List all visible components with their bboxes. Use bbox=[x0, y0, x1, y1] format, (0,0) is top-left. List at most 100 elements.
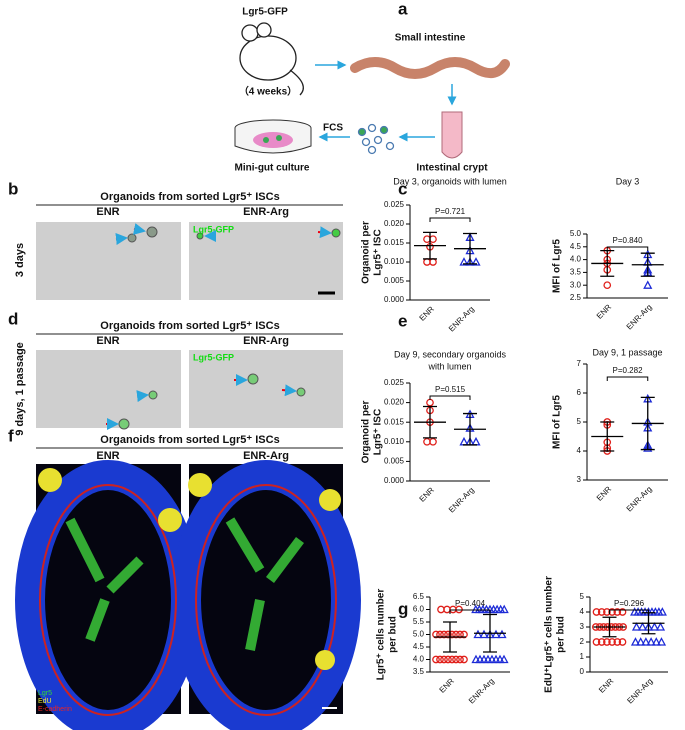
data-point bbox=[613, 608, 622, 616]
organoids bbox=[118, 373, 306, 430]
y-tick-label: 0.020 bbox=[384, 398, 405, 407]
data-point bbox=[597, 638, 606, 646]
micrograph bbox=[36, 222, 181, 300]
row-label: 9 days, 1 passage bbox=[14, 342, 26, 436]
y-tick-label: 0.010 bbox=[384, 257, 405, 266]
error-bar bbox=[463, 412, 477, 446]
y-tick-label: 0.025 bbox=[384, 200, 405, 209]
p-value: P=0.721 bbox=[435, 207, 466, 216]
error-bar bbox=[483, 613, 497, 653]
error-bar bbox=[423, 231, 437, 260]
data-point bbox=[491, 629, 501, 639]
y-tick-label: 3.0 bbox=[570, 280, 582, 289]
y-axis-label: MFI of Lgr5 bbox=[552, 395, 563, 449]
data-point bbox=[636, 637, 646, 646]
data-point bbox=[456, 655, 464, 664]
y-tick-label: 0.000 bbox=[384, 476, 405, 485]
x-tick-label: ENR-Arg bbox=[625, 485, 654, 514]
chart-title: with lumen bbox=[427, 361, 471, 371]
significance-bracket bbox=[429, 395, 471, 400]
error-bar bbox=[600, 421, 615, 452]
data-point bbox=[452, 630, 460, 639]
y-tick-label: 6.5 bbox=[413, 592, 425, 601]
y-tick-label: 5.0 bbox=[413, 630, 425, 639]
data-point bbox=[460, 630, 468, 639]
y-tick-label: 0.005 bbox=[384, 457, 405, 466]
y-tick-label: 0 bbox=[580, 667, 585, 676]
data-point bbox=[499, 604, 509, 614]
red-arrows bbox=[106, 374, 297, 430]
y-tick-label: 4 bbox=[577, 446, 582, 455]
y-axis-label: EdU⁺Lgr5⁺ cells number bbox=[544, 576, 555, 693]
panel-label: e bbox=[398, 311, 407, 330]
y-axis-label: Lgr5⁺ ISC bbox=[373, 229, 384, 275]
channel-label: Lgr5-GFP bbox=[193, 352, 234, 362]
y-tick-label: 2 bbox=[580, 637, 585, 646]
data-point bbox=[479, 629, 489, 639]
x-tick-label: ENR-Arg bbox=[467, 677, 496, 706]
y-tick-label: 0.010 bbox=[384, 437, 405, 446]
panel-label: f bbox=[8, 426, 14, 445]
column-label: ENR-Arg bbox=[243, 206, 289, 218]
data-point bbox=[432, 630, 440, 639]
y-tick-label: 3 bbox=[580, 622, 585, 631]
data-point bbox=[646, 637, 656, 646]
data-point bbox=[426, 398, 434, 407]
panel-title: Organoids from sorted Lgr5⁺ ISCs bbox=[100, 320, 279, 332]
y-tick-label: 6 bbox=[577, 388, 582, 397]
data-point bbox=[429, 437, 437, 446]
y-tick-label: 5 bbox=[580, 592, 585, 601]
y-tick-label: 0.020 bbox=[384, 219, 405, 228]
data-point bbox=[448, 655, 456, 664]
data-point bbox=[649, 622, 660, 631]
p-value: P=0.282 bbox=[612, 366, 643, 375]
significance-bracket bbox=[449, 609, 491, 614]
column-label: ENR bbox=[96, 206, 119, 218]
channel-label: Lgr5 bbox=[38, 690, 52, 697]
error-bar bbox=[463, 232, 477, 265]
x-tick-label: ENR bbox=[418, 304, 436, 322]
micrograph bbox=[189, 350, 343, 428]
data-point bbox=[497, 629, 507, 639]
confocal bbox=[15, 460, 361, 730]
channel-label: EdU bbox=[38, 698, 52, 705]
data-point bbox=[460, 655, 468, 664]
y-axis-label: per bud bbox=[388, 616, 399, 653]
x-tick-label: ENR-Arg bbox=[447, 486, 476, 515]
mouse bbox=[239, 22, 304, 96]
panel-label: b bbox=[8, 179, 18, 198]
error-bar bbox=[602, 616, 617, 638]
y-tick-label: 5 bbox=[577, 417, 582, 426]
data-point bbox=[657, 607, 667, 616]
panel-label: c bbox=[398, 179, 407, 198]
chart-title: Day 3, organoids with lumen bbox=[393, 176, 507, 186]
y-axis-label: Organoid per bbox=[361, 401, 372, 464]
panel-title: Organoids from sorted Lgr5⁺ ISCs bbox=[100, 191, 279, 203]
y-tick-label: 5.0 bbox=[570, 229, 582, 238]
p-value: P=0.515 bbox=[435, 385, 466, 394]
column-label: ENR bbox=[96, 450, 119, 462]
y-tick-label: 5.5 bbox=[413, 617, 425, 626]
data-point bbox=[452, 655, 460, 664]
data-point bbox=[471, 436, 481, 446]
data-point bbox=[436, 655, 444, 664]
y-tick-label: 0.000 bbox=[384, 295, 405, 304]
y-tick-label: 0.005 bbox=[384, 276, 405, 285]
column-label: ENR-Arg bbox=[243, 450, 289, 462]
y-axis-label: Organoid per bbox=[361, 221, 372, 284]
column-label: ENR bbox=[96, 335, 119, 347]
data-point bbox=[456, 630, 464, 639]
data-point bbox=[618, 608, 627, 616]
significance-bracket bbox=[606, 246, 649, 251]
error-bar bbox=[443, 621, 457, 653]
y-tick-label: 2.5 bbox=[570, 293, 582, 302]
data-point bbox=[436, 630, 444, 639]
data-point bbox=[630, 637, 641, 646]
y-tick-label: 3.5 bbox=[570, 268, 582, 277]
organoids bbox=[127, 226, 341, 243]
label: Mini-gut culture bbox=[235, 163, 310, 174]
label: Intestinal crypt bbox=[416, 163, 488, 174]
error-bar bbox=[640, 396, 655, 451]
data-point bbox=[618, 638, 627, 646]
